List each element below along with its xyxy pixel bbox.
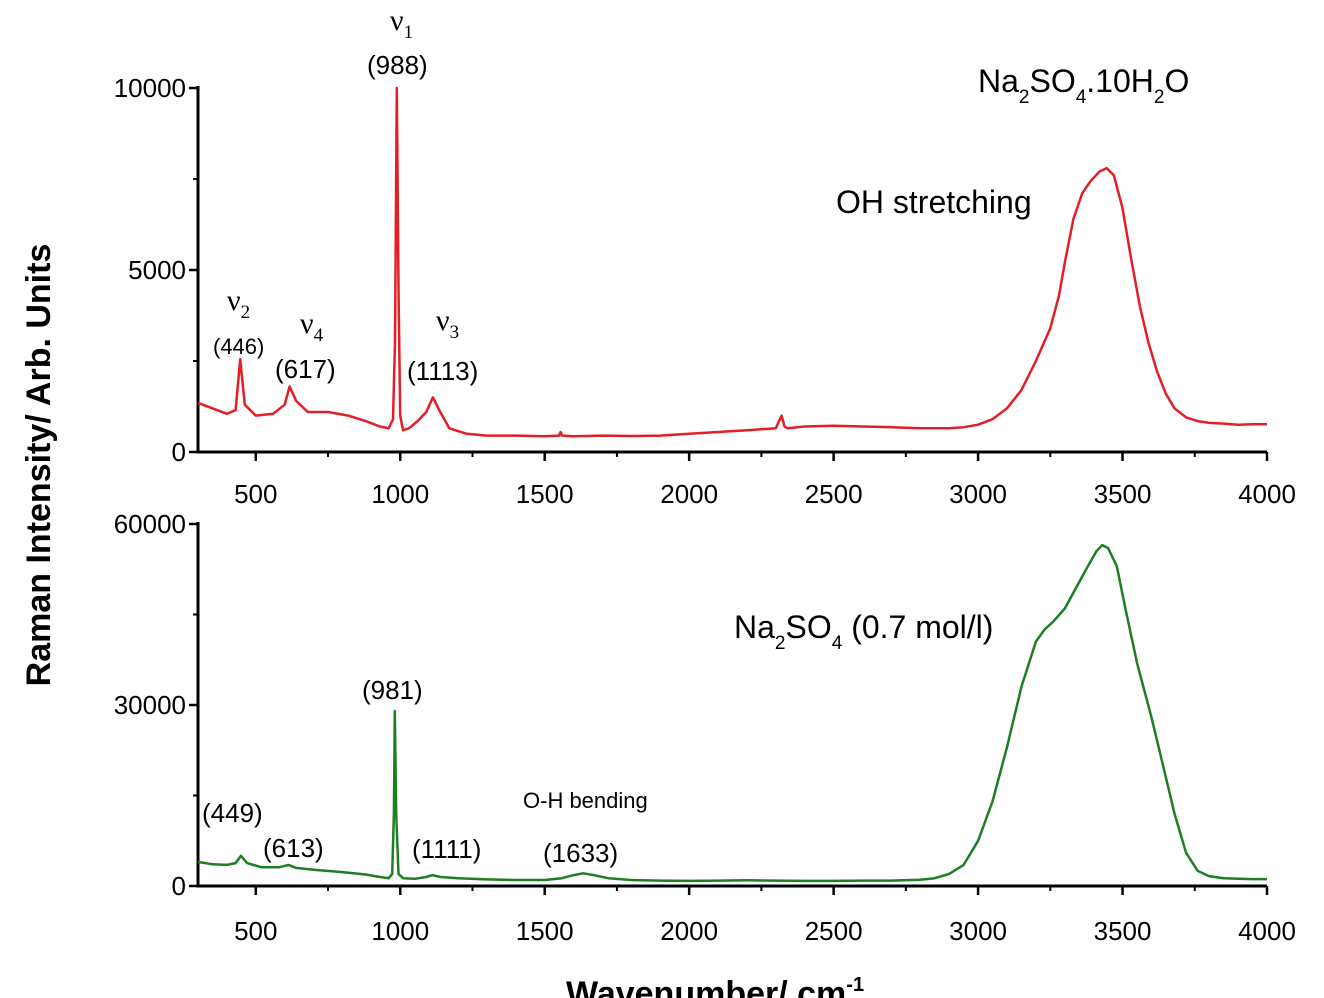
bottom-series-line-na2so4-solution [197,543,1267,883]
x-tick-label: 2000 [660,479,718,509]
peak-1633-label: (1633) [543,838,618,868]
peak-1111-label: (1111) [412,834,481,864]
bottom-panel: 500 1000 1500 2000 2500 3000 3500 4000 0 30000 600… [114,509,1296,946]
nu3-label: ν3 [436,304,459,343]
x-tick-label: 3500 [1094,916,1152,946]
top-compound-label: Na2SO4.10H2O [978,63,1189,108]
x-tick-label: 2000 [660,916,718,946]
peak-449-label: (449) [202,798,263,828]
y-axis-title: Raman Intensity/ Arb. Units [20,244,58,687]
x-tick-label: 2500 [805,916,863,946]
y-tick-label: 30000 [114,690,186,720]
nu1-peak-label: (988) [367,50,428,80]
nu3-peak-label: (1113) [407,356,478,386]
x-axis-title: Wavenumber/ cm-1 [566,974,864,998]
bottom-compound-label: Na2SO4 (0.7 mol/l) [734,609,993,654]
peak-981-label: (981) [362,675,423,705]
peak-613-label: (613) [263,833,324,863]
nu4-label: ν4 [300,307,324,346]
x-tick-label: 1000 [371,916,429,946]
x-tick-label: 500 [234,916,277,946]
oh-stretching-label: OH stretching [836,184,1032,220]
x-tick-label: 3000 [949,916,1007,946]
top-ticks: 500 1000 1500 2000 2500 3000 3500 4000 0 5000 1000… [114,73,1296,509]
x-tick-label: 3500 [1094,479,1152,509]
x-tick-label: 4000 [1238,916,1296,946]
nu4-peak-label: (617) [275,354,336,384]
top-panel: 500 1000 1500 2000 2500 3000 3500 4000 0 5000 1000… [114,4,1296,509]
x-tick-label: 2500 [805,479,863,509]
nu2-peak-label: (446) [213,334,264,359]
x-tick-label: 3000 [949,479,1007,509]
x-tick-label: 4000 [1238,479,1296,509]
y-tick-label: 0 [172,437,186,467]
nu2-label: ν2 [227,284,250,323]
x-tick-label: 500 [234,479,277,509]
y-tick-label: 5000 [128,255,186,285]
oh-bending-label: O-H bending [523,788,648,813]
x-tick-label: 1000 [371,479,429,509]
bottom-ticks: 500 1000 1500 2000 2500 3000 3500 4000 0 30000 600… [114,509,1296,946]
nu1-label: ν1 [390,4,413,43]
top-series-line-na2so4-10h2o [197,86,1267,438]
x-tick-label: 1500 [516,916,574,946]
y-tick-label: 0 [172,871,186,901]
y-tick-label: 60000 [114,509,186,539]
y-tick-label: 10000 [114,73,186,103]
x-tick-label: 1500 [516,479,574,509]
